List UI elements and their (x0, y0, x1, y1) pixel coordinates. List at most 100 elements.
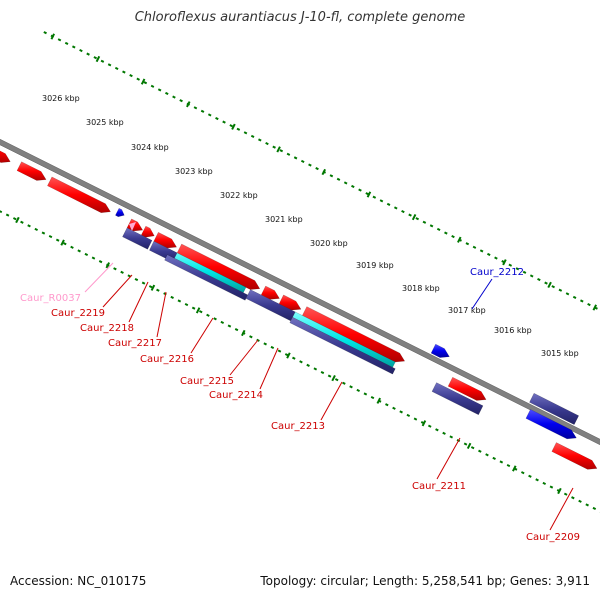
inner-tick-track-dash (77, 249, 81, 253)
outer-tick-track-dash (465, 242, 470, 246)
outer-tick-track-dash (572, 295, 577, 299)
inner-tick-track-dash (113, 267, 117, 271)
inner-tick-track-dash (206, 313, 210, 317)
inner-tick-track-dash (571, 496, 575, 500)
gene-label: Caur_2217 (108, 338, 162, 349)
outer-tick-track-dash (358, 188, 362, 192)
inner-tick-track-dash (227, 324, 232, 328)
outer-tick-track-dash (157, 88, 162, 92)
tick-label: 3015 kbp (541, 349, 579, 358)
outer-tick-track-dash (100, 59, 105, 63)
inner-tick-track-dash (20, 220, 24, 224)
gene-arrow (447, 376, 487, 401)
inner-tick-track-dash (520, 471, 525, 475)
gene-label: Caur_2212 (470, 267, 524, 278)
inner-tick-track-dash (299, 360, 303, 364)
outer-tick-track-dash (429, 224, 434, 228)
outer-tick-track-dash (143, 81, 148, 85)
reverse-gene-arrow (430, 343, 450, 358)
outer-tick-track-dash (494, 256, 498, 260)
cds-bar (529, 392, 580, 425)
outer-tick-track-dash (93, 56, 98, 60)
inner-tick-track-major-tick (241, 329, 246, 337)
inner-tick-track-dash (27, 224, 31, 228)
inner-tick-track-dash (249, 335, 253, 339)
inner-tick-track-dash (98, 260, 103, 264)
outer-tick-track-dash (286, 152, 291, 156)
gene-arrow (551, 442, 598, 470)
outer-tick-track-dash (165, 91, 169, 96)
outer-tick-track-dash (422, 220, 427, 224)
inner-tick-track-dash (220, 320, 225, 325)
tick-label: 3018 kbp (402, 284, 440, 293)
inner-tick-track-dash (292, 356, 296, 360)
inner-tick-track-dash (592, 506, 597, 511)
tick-label: 3024 kbp (131, 143, 169, 152)
outer-tick-track-dash (64, 41, 69, 45)
outer-tick-track-dash (444, 231, 448, 235)
tick-label: 3017 kbp (448, 306, 486, 315)
outer-tick-track-dash (308, 163, 312, 167)
gene-label: Caur_2215 (180, 376, 234, 387)
inner-tick-track-major-tick (557, 487, 562, 495)
label-leader-line (156, 291, 167, 338)
inner-tick-track-major-tick (15, 216, 20, 224)
gene-arrow (260, 285, 280, 300)
inner-tick-track-dash (141, 281, 146, 285)
outer-tick-track-dash (436, 227, 441, 231)
inner-tick-track-dash (84, 252, 89, 257)
inner-tick-track-dash (549, 485, 554, 489)
outer-tick-track-dash (329, 174, 334, 178)
outer-tick-track-major-tick (411, 213, 417, 221)
outer-tick-track-dash (207, 113, 212, 117)
inner-tick-track-dash (528, 474, 532, 478)
label-leader-line (320, 381, 343, 421)
inner-tick-track-major-tick (466, 442, 472, 450)
inner-tick-track-dash (306, 363, 310, 367)
inner-tick-track-dash (427, 424, 432, 428)
outer-tick-track-dash (343, 181, 348, 185)
label-leader-line (84, 262, 114, 293)
outer-tick-track-dash (79, 48, 83, 53)
outer-tick-track-dash (451, 235, 455, 239)
outer-tick-track-dash (487, 252, 491, 257)
label-leader-line (549, 487, 574, 531)
inner-tick-track-major-tick (512, 465, 517, 472)
inner-tick-track-dash (578, 499, 582, 503)
outer-tick-track-dash (351, 184, 355, 189)
outer-tick-track-dash (587, 302, 591, 307)
outer-tick-track-dash (43, 31, 47, 35)
outer-tick-track-dash (265, 141, 269, 146)
inner-tick-track-dash (270, 345, 275, 350)
outer-tick-track-dash (522, 270, 527, 274)
cds-bar (122, 227, 153, 250)
outer-tick-track-dash (179, 99, 183, 103)
outer-tick-track-dash (57, 38, 62, 42)
outer-tick-track-dash (386, 202, 391, 206)
inner-tick-track-dash (199, 310, 203, 314)
inner-tick-track-dash (313, 367, 318, 371)
inner-tick-track-dash (327, 374, 332, 378)
inner-tick-track-dash (535, 478, 539, 482)
outer-tick-track-dash (315, 167, 319, 171)
inner-tick-track-dash (392, 406, 396, 410)
outer-tick-track-major-tick (321, 168, 327, 176)
outer-tick-track-dash (408, 213, 412, 217)
gene-arrow (16, 161, 47, 181)
gene-arrow (153, 231, 178, 249)
gene-label: Caur_2214 (209, 390, 263, 401)
outer-tick-track-dash (279, 149, 284, 153)
outer-tick-track-dash (300, 159, 305, 164)
outer-tick-track-dash (479, 249, 484, 253)
inner-tick-track-dash (234, 328, 239, 332)
misc-feature-bar (292, 311, 396, 368)
gene-label: Caur_R0037 (20, 293, 81, 304)
inner-tick-track-dash (492, 456, 496, 460)
outer-tick-track-major-tick (547, 281, 552, 289)
outer-tick-track-major-tick (231, 123, 236, 130)
outer-tick-track-dash (86, 52, 90, 56)
inner-tick-track-major-tick (331, 374, 336, 382)
inner-tick-track-dash (55, 238, 60, 242)
inner-tick-track-dash (449, 435, 454, 439)
inner-tick-track-dash (342, 381, 346, 385)
